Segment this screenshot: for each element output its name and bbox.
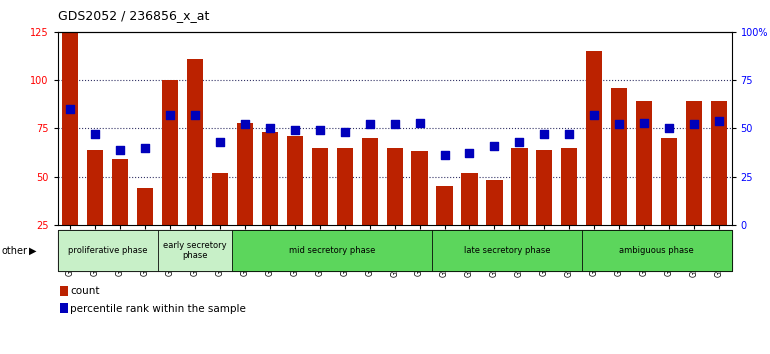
Bar <box>87 149 103 225</box>
Bar <box>437 186 453 225</box>
Text: late secretory phase: late secretory phase <box>464 246 551 255</box>
Text: other: other <box>2 246 28 256</box>
Bar <box>611 88 628 225</box>
Bar <box>233 230 432 271</box>
Point <box>164 112 176 118</box>
Text: mid secretory phase: mid secretory phase <box>289 246 376 255</box>
Point <box>89 131 102 137</box>
Point <box>263 125 276 131</box>
Point <box>289 127 301 133</box>
Bar <box>158 230 233 271</box>
Bar <box>212 173 228 225</box>
Bar <box>362 138 378 225</box>
Text: early secretory
phase: early secretory phase <box>163 241 227 260</box>
Point <box>313 127 326 133</box>
Point <box>214 139 226 145</box>
Bar <box>686 101 702 225</box>
Bar <box>432 230 582 271</box>
Text: proliferative phase: proliferative phase <box>68 246 147 255</box>
Point <box>688 122 700 127</box>
Bar <box>711 101 727 225</box>
Point <box>189 112 201 118</box>
Bar <box>62 32 79 225</box>
Bar <box>137 188 153 225</box>
Point <box>388 122 400 127</box>
Point <box>663 125 675 131</box>
Bar <box>582 230 732 271</box>
Point <box>538 131 551 137</box>
Text: GDS2052 / 236856_x_at: GDS2052 / 236856_x_at <box>58 9 209 22</box>
Bar <box>511 148 527 225</box>
Point <box>563 131 575 137</box>
Bar <box>312 148 328 225</box>
Point <box>413 120 426 125</box>
Bar <box>636 101 652 225</box>
Bar <box>561 148 578 225</box>
Point <box>588 112 601 118</box>
Bar <box>286 136 303 225</box>
Bar <box>387 148 403 225</box>
Bar <box>586 51 602 225</box>
Bar <box>112 159 129 225</box>
Point <box>713 118 725 124</box>
Bar <box>487 181 503 225</box>
Text: count: count <box>70 286 99 296</box>
Bar <box>58 230 158 271</box>
Point <box>613 122 625 127</box>
Point <box>363 122 376 127</box>
Text: ambiguous phase: ambiguous phase <box>619 246 694 255</box>
Point <box>464 150 476 156</box>
Point <box>64 106 76 112</box>
Bar <box>661 138 678 225</box>
Point <box>139 145 151 150</box>
Bar <box>536 149 552 225</box>
Bar <box>162 80 178 225</box>
Text: ▶: ▶ <box>29 246 37 256</box>
Bar <box>262 132 278 225</box>
Point <box>438 153 450 158</box>
Text: percentile rank within the sample: percentile rank within the sample <box>70 304 246 314</box>
Bar <box>411 152 427 225</box>
Bar <box>336 148 353 225</box>
Point <box>488 143 500 149</box>
Bar <box>187 59 203 225</box>
Point <box>114 147 126 152</box>
Bar <box>461 173 477 225</box>
Point <box>239 122 251 127</box>
Point <box>638 120 651 125</box>
Point <box>339 129 351 135</box>
Point <box>514 139 526 145</box>
Bar <box>237 122 253 225</box>
